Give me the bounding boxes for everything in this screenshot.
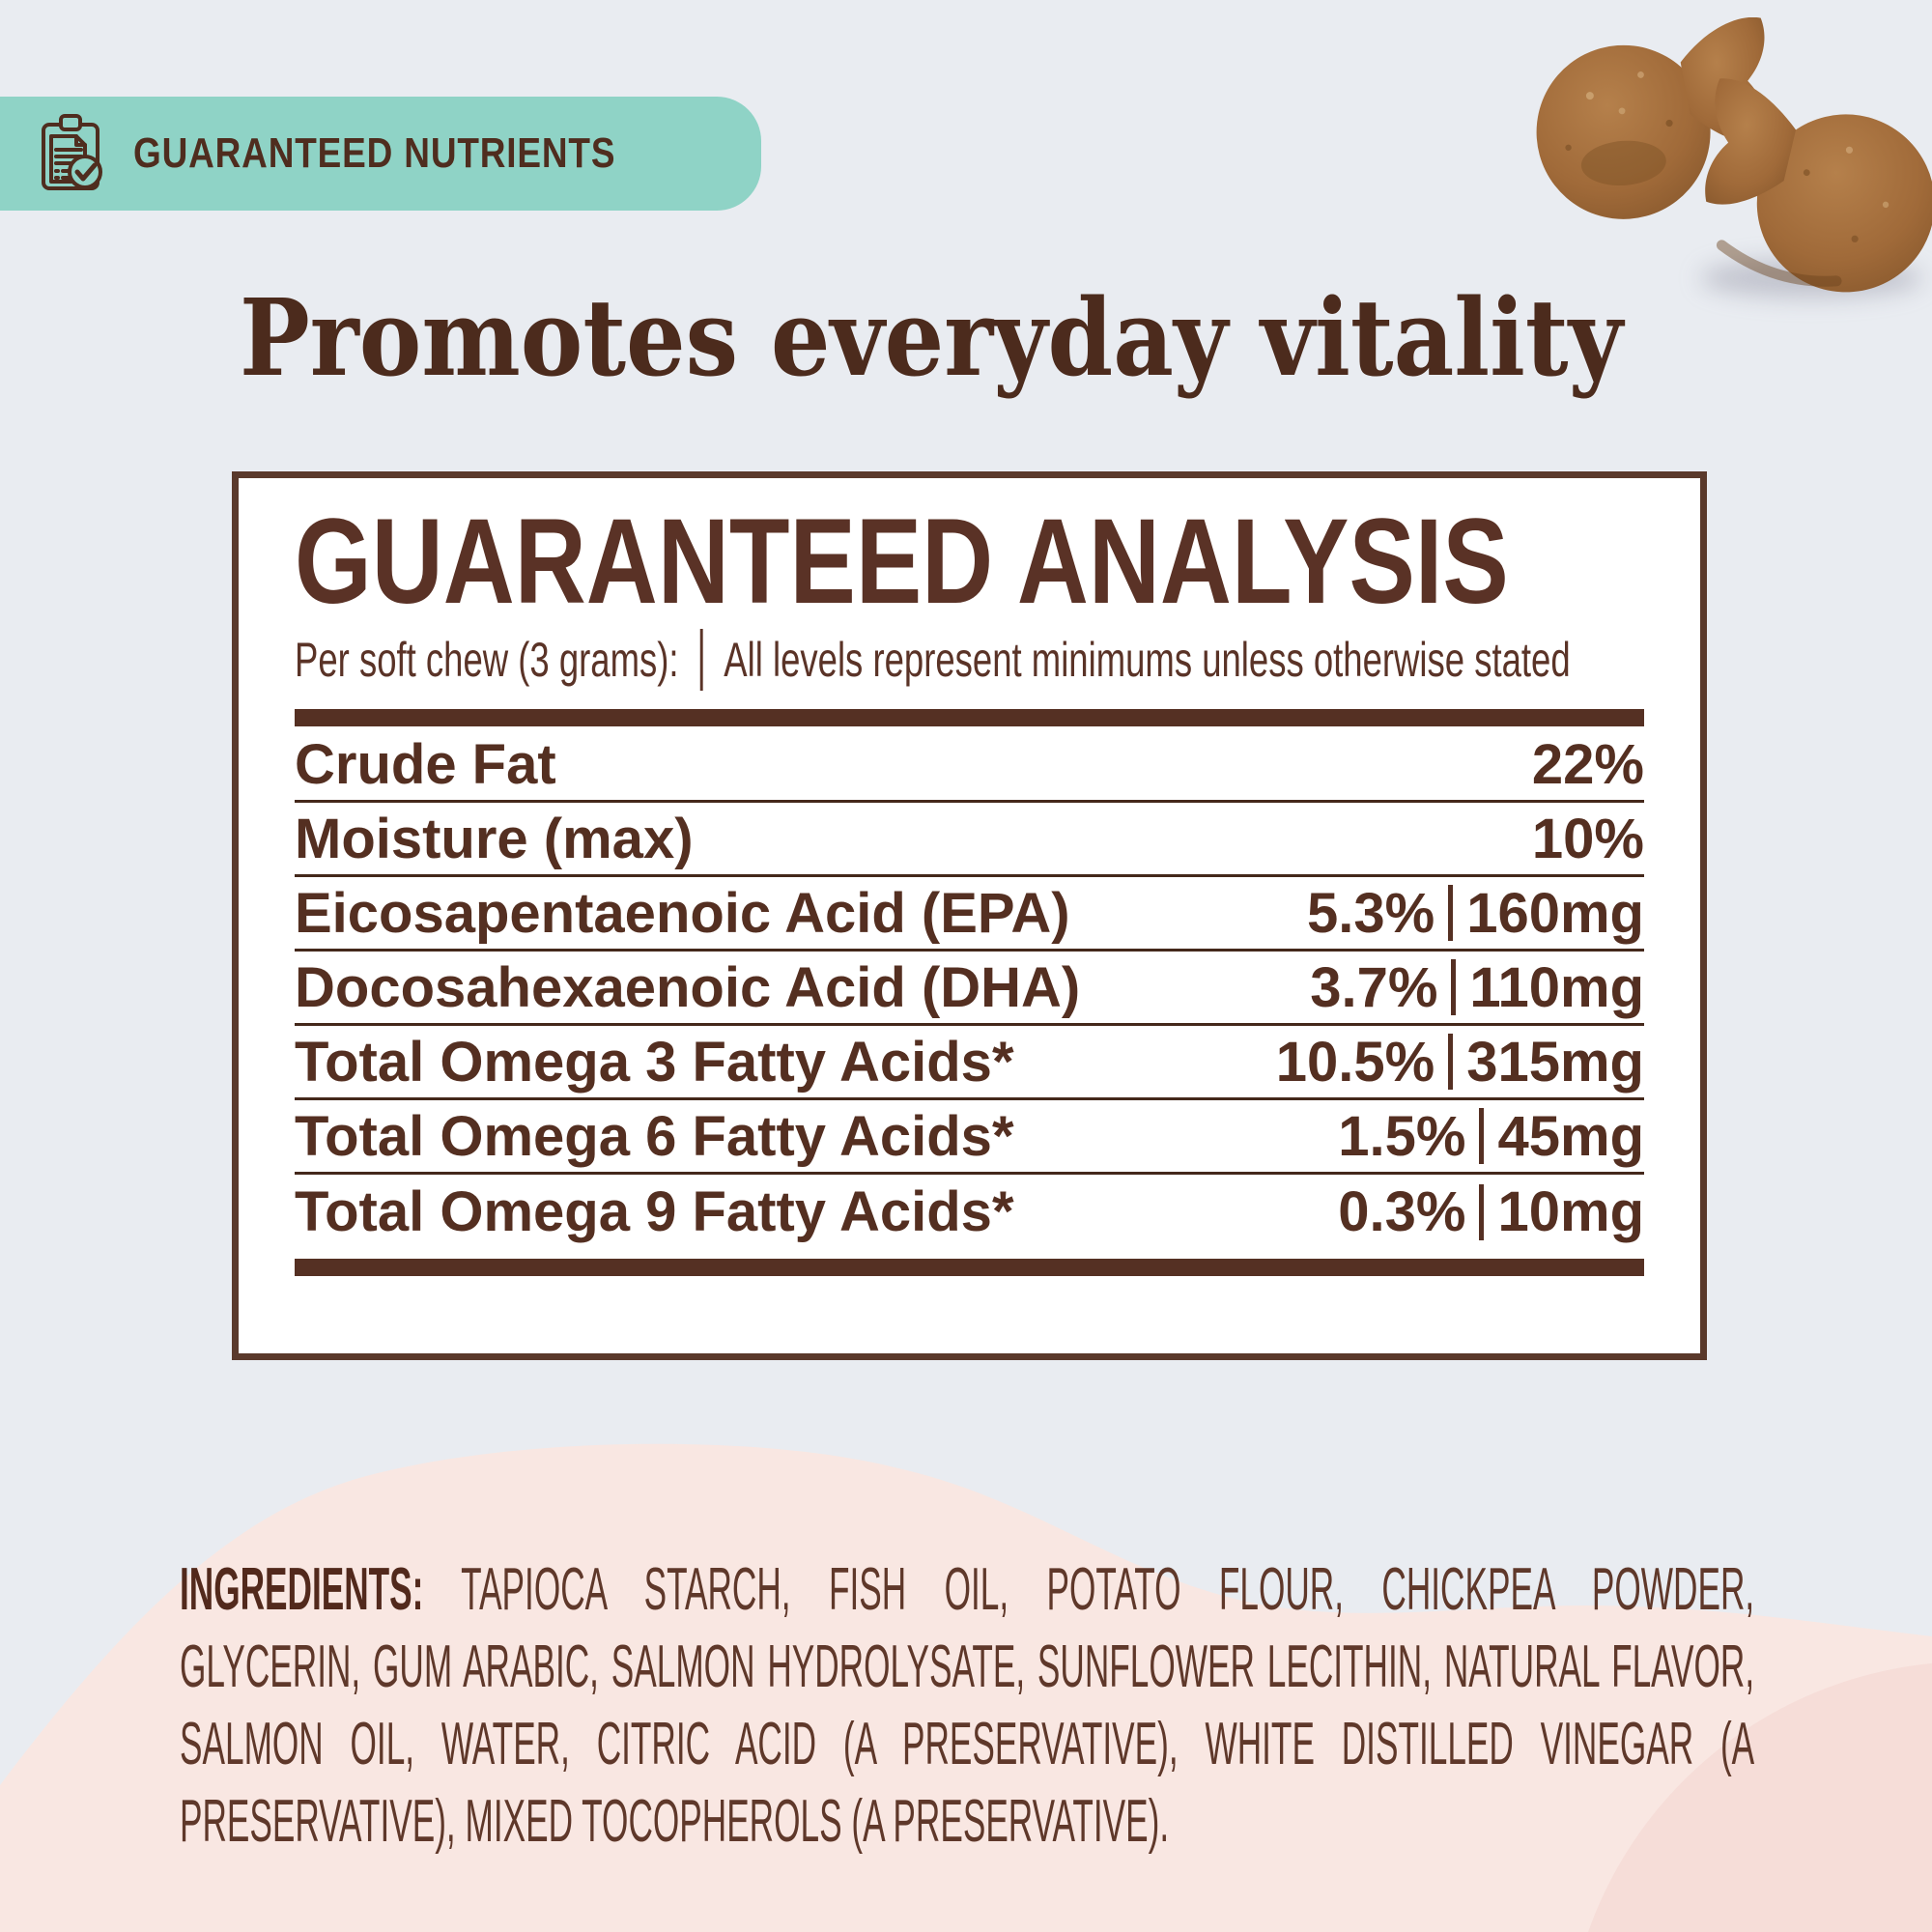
value-divider [1451, 959, 1457, 1015]
page-title: Promotes everyday vitality [240, 275, 1623, 400]
pink-blob [0, 1443, 1932, 1932]
nutrient-percent: 5.3% [1307, 881, 1435, 945]
ingredients-label: INGREDIENTS: [180, 1556, 424, 1623]
fish-treat-1 [1536, 17, 1768, 219]
table-row: Moisture (max) 10% [295, 803, 1644, 877]
nutrient-mg: 10mg [1497, 1180, 1644, 1243]
nutrient-value: 22% [1532, 732, 1644, 797]
fish-treats-image [1536, 17, 1932, 293]
nutrient-mg: 160mg [1466, 881, 1644, 945]
table-row: Total Omega 6 Fatty Acids* 1.5% 45mg [295, 1100, 1644, 1175]
nutrient-percent: 22% [1531, 732, 1644, 796]
nutrient-value: 5.3% 160mg [1307, 881, 1644, 946]
value-divider [1479, 1183, 1485, 1240]
ingredients-text: TAPIOCA STARCH, FISH OIL, POTATO FLOUR, … [461, 1556, 1755, 1623]
nutrient-mg: 110mg [1469, 955, 1644, 1019]
nutrient-percent: 10.5% [1275, 1030, 1435, 1094]
clipboard-check-icon [42, 114, 102, 190]
table-top-rule [295, 709, 1644, 726]
minimums-note-text: All levels represent minimums unless oth… [724, 633, 1571, 687]
value-divider [1448, 1034, 1454, 1090]
nutrient-mg: 45mg [1497, 1104, 1644, 1168]
nutrient-label: Total Omega 6 Fatty Acids* [295, 1104, 1014, 1168]
ingredients-text: SALMON OIL, WATER, CITRIC ACID (A PRESER… [180, 1711, 1755, 1777]
nutrient-percent: 1.5% [1338, 1104, 1466, 1168]
table-bottom-rule [295, 1259, 1644, 1276]
table-row: Total Omega 3 Fatty Acids* 10.5% 315mg [295, 1026, 1644, 1100]
nutrient-value: 0.3% 10mg [1338, 1179, 1644, 1244]
nutrient-label: Moisture (max) [295, 807, 694, 870]
ingredients-text: PRESERVATIVE), MIXED TOCOPHEROLS (A PRES… [180, 1788, 1170, 1855]
ingredients-section: INGREDIENTS: TAPIOCA STARCH, FISH OIL, P… [180, 1551, 1756, 1861]
nutrient-percent: 3.7% [1310, 955, 1438, 1019]
nutrient-percent: 0.3% [1338, 1180, 1466, 1243]
guaranteed-nutrients-badge: GUARANTEED NUTRIENTS [0, 97, 761, 211]
guaranteed-analysis-panel: GUARANTEED ANALYSIS Per soft chew (3 gra… [232, 471, 1707, 1360]
nutrient-value: 3.7% 110mg [1310, 955, 1644, 1020]
badge-label: GUARANTEED NUTRIENTS [133, 129, 616, 177]
pink-corner-blob [1588, 1663, 1932, 1932]
nutrient-label: Docosahexaenoic Acid (DHA) [295, 955, 1081, 1019]
nutrient-value: 10% [1532, 807, 1644, 871]
fish-treat-2 [1705, 78, 1932, 293]
analysis-subtitle: Per soft chew (3 grams): All levels repr… [295, 629, 1644, 691]
nutrient-mg: 315mg [1466, 1030, 1644, 1094]
nutrient-value: 10.5% 315mg [1276, 1030, 1644, 1094]
analysis-title: GUARANTEED ANALYSIS [295, 495, 1509, 629]
ingredients-line: INGREDIENTS: TAPIOCA STARCH, FISH OIL, P… [180, 1551, 1754, 1629]
nutrient-percent: 10% [1531, 807, 1644, 870]
serving-size-text: Per soft chew (3 grams): [295, 633, 679, 687]
nutrient-label: Crude Fat [295, 732, 556, 796]
ingredients-text: GLYCERIN, GUM ARABIC, SALMON HYDROLYSATE… [180, 1634, 1755, 1700]
ingredients-line: SALMON OIL, WATER, CITRIC ACID (A PRESER… [180, 1706, 1754, 1783]
subtitle-divider [699, 629, 703, 691]
nutrient-value: 1.5% 45mg [1338, 1104, 1644, 1169]
nutrient-label: Total Omega 9 Fatty Acids* [295, 1180, 1014, 1243]
table-row: Eicosapentaenoic Acid (EPA) 5.3% 160mg [295, 877, 1644, 952]
nutrient-label: Eicosapentaenoic Acid (EPA) [295, 881, 1070, 945]
analysis-rows: Crude Fat 22% Moisture (max) 10% Eicosap… [295, 728, 1644, 1249]
nutrient-label: Total Omega 3 Fatty Acids* [295, 1030, 1014, 1094]
ingredients-line: GLYCERIN, GUM ARABIC, SALMON HYDROLYSATE… [180, 1629, 1754, 1706]
table-row: Docosahexaenoic Acid (DHA) 3.7% 110mg [295, 952, 1644, 1026]
value-divider [1479, 1108, 1485, 1164]
table-row: Crude Fat 22% [295, 728, 1644, 803]
value-divider [1448, 885, 1454, 941]
ingredients-line: PRESERVATIVE), MIXED TOCOPHEROLS (A PRES… [180, 1783, 1754, 1861]
table-row: Total Omega 9 Fatty Acids* 0.3% 10mg [295, 1175, 1644, 1249]
